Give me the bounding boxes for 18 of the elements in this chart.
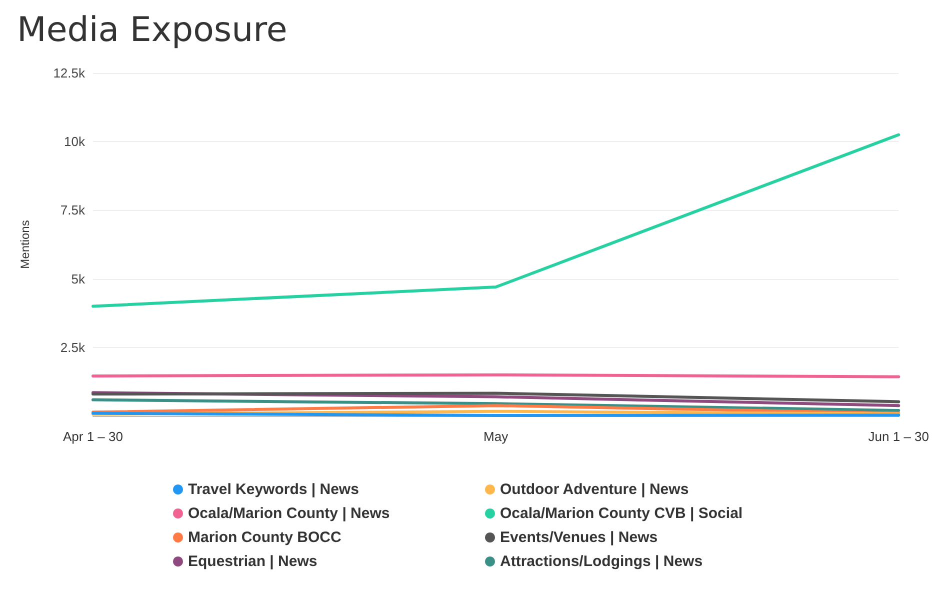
legend-label: Attractions/Lodgings | News	[500, 553, 703, 570]
y-tick-label: 7.5k	[60, 202, 86, 218]
legend-label: Events/Venues | News	[500, 529, 658, 546]
x-tick-label: May	[484, 429, 509, 444]
legend-label: Outdoor Adventure | News	[500, 481, 689, 498]
legend-label: Ocala/Marion County | News	[188, 505, 390, 522]
x-tick-label: Apr 1 – 30	[63, 429, 123, 444]
legend-label: Marion County BOCC	[188, 529, 342, 546]
y-tick-label: 5k	[71, 271, 86, 286]
y-tick-label: 10k	[64, 134, 86, 150]
y-tick-label: 12.5k	[53, 66, 86, 80]
y-tick-label: 2.5k	[60, 340, 86, 355]
chart-title: Media Exposure	[17, 10, 288, 50]
legend-label: Equestrian | News	[188, 553, 318, 570]
y-axis-title: Mentions	[18, 220, 32, 269]
x-tick-label: Jun 1 – 30	[868, 429, 929, 444]
legend-label: Ocala/Marion County CVB | Social	[500, 505, 743, 522]
legend-label: Travel Keywords | News	[188, 481, 359, 498]
